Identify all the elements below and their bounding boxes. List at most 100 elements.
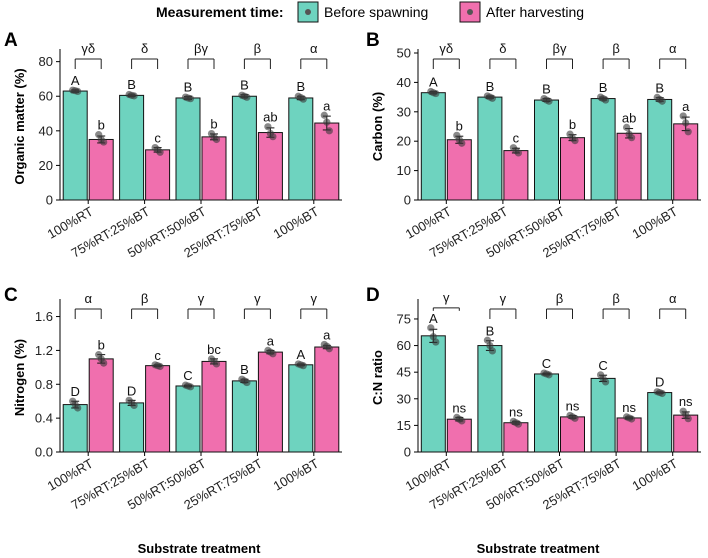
significance-letter: c (154, 131, 161, 146)
comparison-letter: β (612, 41, 619, 56)
bar (231, 95, 257, 201)
legend-label-after: After harvesting (486, 4, 584, 20)
comparison-letter: γ (311, 291, 318, 306)
bar (119, 402, 145, 453)
data-point (154, 362, 162, 370)
comparison-letter: α (669, 291, 677, 306)
significance-letter: ns (452, 400, 466, 415)
bar (314, 346, 340, 453)
y-tick-label: 0.8 (35, 377, 53, 392)
comparison-letter: γ (500, 291, 507, 306)
significance-letter: b (569, 117, 576, 132)
data-point (599, 94, 607, 103)
y-tick-label: 0.4 (35, 411, 53, 426)
comparison-letter: γδ (81, 41, 95, 56)
data-point (71, 400, 79, 409)
significance-letter: C (542, 356, 551, 371)
bar (288, 97, 314, 201)
significance-letter: B (240, 78, 249, 93)
significance-letter: B (599, 80, 608, 95)
data-point (568, 413, 577, 421)
bar (88, 358, 114, 453)
y-tick-label: 40 (39, 123, 53, 138)
data-point (625, 414, 633, 422)
x-tick-label: 100%BT (271, 456, 322, 494)
data-point (656, 388, 664, 397)
bar (62, 90, 88, 201)
y-axis-title: Carbon (%) (370, 92, 385, 161)
data-point (266, 129, 274, 138)
data-point (455, 136, 463, 144)
comparison-letter: βγ (553, 41, 567, 56)
data-point (323, 342, 331, 350)
legend-label-before: Before spawning (324, 4, 428, 20)
y-tick-label: 30 (397, 391, 411, 406)
bar (534, 373, 559, 453)
significance-letter: b (210, 117, 217, 132)
data-point (71, 87, 79, 95)
comparison-letter: γ (254, 291, 261, 306)
legend-dot-before (305, 9, 311, 15)
y-tick-label: 60 (397, 338, 411, 353)
x-axis-title-right: Substrate treatment (477, 541, 600, 556)
significance-letter: ab (622, 110, 636, 125)
bar (590, 377, 616, 453)
significance-letter: c (154, 348, 161, 363)
data-point (684, 128, 692, 136)
significance-letter: A (429, 75, 438, 90)
data-point (297, 361, 305, 369)
bar (477, 345, 503, 453)
data-point (625, 130, 633, 138)
significance-letter: C (183, 368, 192, 383)
data-point (512, 419, 520, 427)
significance-letter: B (184, 80, 193, 95)
y-tick-label: 0 (46, 193, 53, 208)
data-point (486, 341, 494, 350)
data-point (427, 324, 435, 332)
significance-letter: B (655, 80, 664, 95)
y-tick-label: 15 (397, 418, 411, 433)
comparison-letter: δ (499, 41, 506, 56)
legend-dot-after (467, 9, 473, 15)
data-point (128, 399, 136, 407)
significance-letter: C (598, 358, 607, 373)
significance-letter: b (98, 118, 105, 133)
legend-title: Measurement time: (156, 4, 284, 20)
bar (446, 139, 472, 201)
y-tick-label: 1.2 (35, 343, 53, 358)
data-point (512, 147, 520, 155)
data-point (184, 94, 192, 102)
data-point (682, 119, 690, 127)
bar (145, 149, 171, 201)
data-point (429, 89, 437, 97)
data-point (184, 382, 192, 390)
data-point (623, 123, 631, 131)
data-point (320, 111, 328, 119)
y-tick-label: 30 (397, 104, 411, 119)
significance-letter: ns (566, 398, 580, 413)
data-point (154, 146, 162, 154)
panel-label: A (4, 30, 18, 51)
bar (673, 123, 699, 201)
y-tick-label: 60 (39, 89, 53, 104)
bar (647, 392, 673, 453)
data-point (297, 94, 305, 102)
comparison-letter: βγ (194, 41, 208, 56)
significance-letter: c (513, 131, 520, 146)
data-point (97, 355, 105, 363)
y-tick-label: 50 (397, 46, 411, 61)
significance-letter: ns (509, 404, 523, 419)
data-point (325, 127, 333, 135)
comparison-letter: β (254, 41, 261, 56)
y-tick-label: 0 (404, 193, 411, 208)
significance-letter: A (429, 311, 438, 326)
data-point (679, 112, 687, 120)
significance-letter: B (296, 79, 305, 94)
y-tick-label: 40 (397, 75, 411, 90)
bar (62, 404, 88, 453)
y-tick-label: 20 (397, 134, 411, 149)
